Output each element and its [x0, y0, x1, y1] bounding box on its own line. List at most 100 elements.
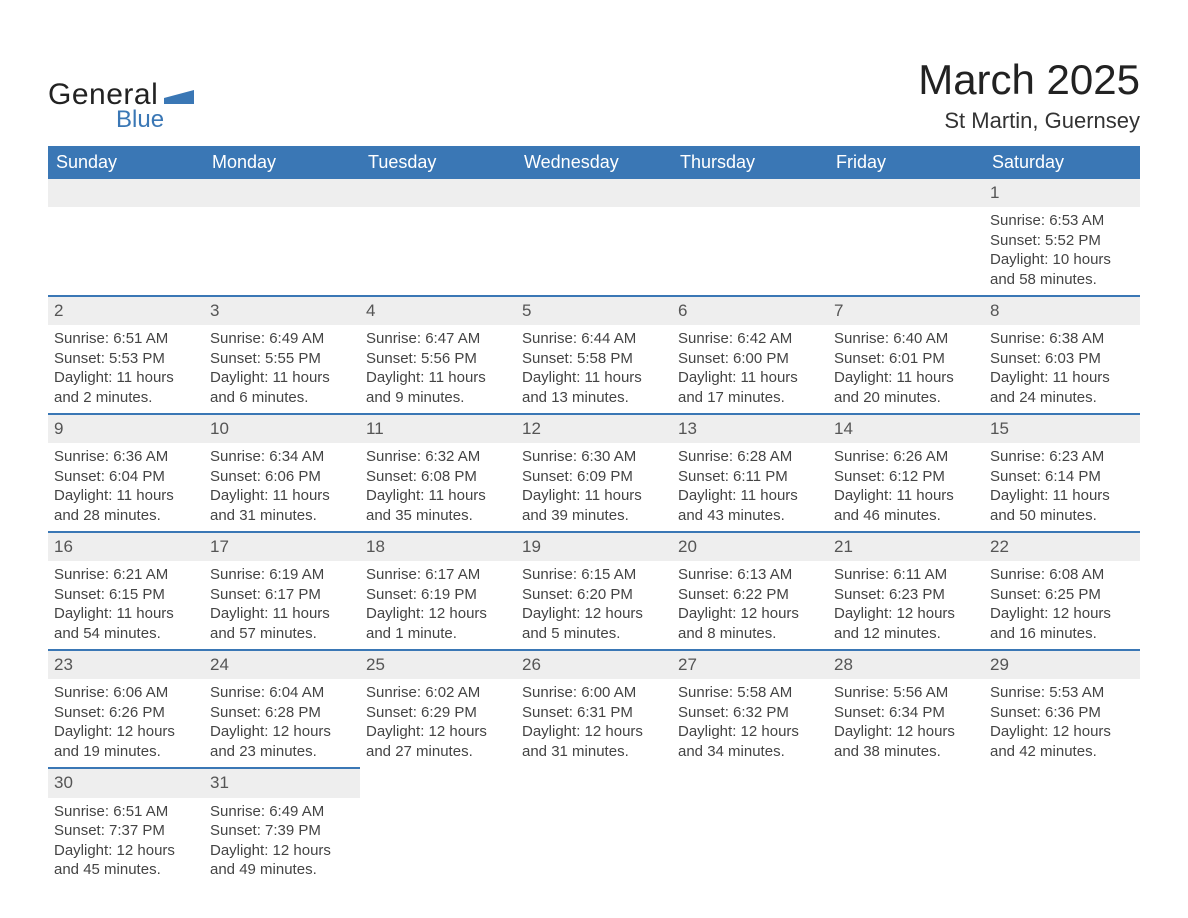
sunset-text: Sunset: 6:23 PM — [834, 585, 978, 605]
day-number-cell: 27 — [672, 650, 828, 679]
day-number-cell — [360, 768, 516, 797]
day-number-cell — [984, 768, 1140, 797]
day-detail-row: Sunrise: 6:53 AMSunset: 5:52 PMDaylight:… — [48, 207, 1140, 296]
day-number-cell: 14 — [828, 414, 984, 443]
day-number-cell — [516, 768, 672, 797]
day-detail-cell: Sunrise: 6:26 AMSunset: 6:12 PMDaylight:… — [828, 443, 984, 532]
sunrise-text: Sunrise: 6:32 AM — [366, 447, 510, 467]
day-number-cell: 5 — [516, 296, 672, 325]
day-detail-cell — [516, 207, 672, 296]
daylight-text: Daylight: 12 hours and 12 minutes. — [834, 604, 978, 643]
day-number-row: 3031 — [48, 768, 1140, 797]
daylight-text: Daylight: 11 hours and 17 minutes. — [678, 368, 822, 407]
daylight-text: Daylight: 12 hours and 16 minutes. — [990, 604, 1134, 643]
day-number: 31 — [210, 773, 229, 792]
daylight-text: Daylight: 11 hours and 28 minutes. — [54, 486, 198, 525]
day-number-cell: 8 — [984, 296, 1140, 325]
day-number: 7 — [834, 301, 843, 320]
sunset-text: Sunset: 6:00 PM — [678, 349, 822, 369]
month-title: March 2025 — [918, 56, 1140, 104]
calendar-table: Sunday Monday Tuesday Wednesday Thursday… — [48, 146, 1140, 886]
day-detail-cell: Sunrise: 5:56 AMSunset: 6:34 PMDaylight:… — [828, 679, 984, 768]
title-block: March 2025 St Martin, Guernsey — [918, 56, 1140, 134]
day-number-cell: 17 — [204, 532, 360, 561]
day-number-cell: 7 — [828, 296, 984, 325]
day-detail-row: Sunrise: 6:36 AMSunset: 6:04 PMDaylight:… — [48, 443, 1140, 532]
sunrise-text: Sunrise: 6:17 AM — [366, 565, 510, 585]
day-number: 21 — [834, 537, 853, 556]
day-number-cell — [672, 768, 828, 797]
sunrise-text: Sunrise: 6:49 AM — [210, 329, 354, 349]
day-number-cell: 6 — [672, 296, 828, 325]
sunrise-text: Sunrise: 6:42 AM — [678, 329, 822, 349]
day-number-cell: 2 — [48, 296, 204, 325]
sunset-text: Sunset: 7:39 PM — [210, 821, 354, 841]
daylight-text: Daylight: 10 hours and 58 minutes. — [990, 250, 1134, 289]
day-detail-cell: Sunrise: 6:13 AMSunset: 6:22 PMDaylight:… — [672, 561, 828, 650]
weekday-header: Sunday — [48, 146, 204, 179]
sunrise-text: Sunrise: 6:19 AM — [210, 565, 354, 585]
day-number-cell: 13 — [672, 414, 828, 443]
day-number-cell — [828, 768, 984, 797]
day-detail-cell: Sunrise: 6:38 AMSunset: 6:03 PMDaylight:… — [984, 325, 1140, 414]
day-number: 23 — [54, 655, 73, 674]
day-number-cell: 12 — [516, 414, 672, 443]
sunset-text: Sunset: 7:37 PM — [54, 821, 198, 841]
calendar-page: General Blue March 2025 St Martin, Guern… — [0, 0, 1188, 918]
sunset-text: Sunset: 6:11 PM — [678, 467, 822, 487]
sunrise-text: Sunrise: 6:00 AM — [522, 683, 666, 703]
day-detail-cell: Sunrise: 6:30 AMSunset: 6:09 PMDaylight:… — [516, 443, 672, 532]
day-detail-cell: Sunrise: 5:58 AMSunset: 6:32 PMDaylight:… — [672, 679, 828, 768]
sunrise-text: Sunrise: 6:02 AM — [366, 683, 510, 703]
sunset-text: Sunset: 6:28 PM — [210, 703, 354, 723]
daylight-text: Daylight: 12 hours and 23 minutes. — [210, 722, 354, 761]
day-detail-row: Sunrise: 6:51 AMSunset: 5:53 PMDaylight:… — [48, 325, 1140, 414]
location-label: St Martin, Guernsey — [918, 108, 1140, 134]
day-number-cell — [48, 179, 204, 207]
day-number-cell: 1 — [984, 179, 1140, 207]
weekday-header: Thursday — [672, 146, 828, 179]
day-number: 4 — [366, 301, 375, 320]
day-number-cell: 29 — [984, 650, 1140, 679]
sunrise-text: Sunrise: 6:47 AM — [366, 329, 510, 349]
day-number-cell: 25 — [360, 650, 516, 679]
daylight-text: Daylight: 11 hours and 2 minutes. — [54, 368, 198, 407]
day-number-cell: 20 — [672, 532, 828, 561]
day-detail-cell: Sunrise: 6:04 AMSunset: 6:28 PMDaylight:… — [204, 679, 360, 768]
sunset-text: Sunset: 5:53 PM — [54, 349, 198, 369]
day-detail-cell: Sunrise: 6:47 AMSunset: 5:56 PMDaylight:… — [360, 325, 516, 414]
daylight-text: Daylight: 12 hours and 34 minutes. — [678, 722, 822, 761]
weekday-header: Friday — [828, 146, 984, 179]
sunrise-text: Sunrise: 6:34 AM — [210, 447, 354, 467]
sunset-text: Sunset: 6:09 PM — [522, 467, 666, 487]
day-number: 1 — [990, 183, 999, 202]
day-number: 16 — [54, 537, 73, 556]
day-number: 26 — [522, 655, 541, 674]
daylight-text: Daylight: 11 hours and 39 minutes. — [522, 486, 666, 525]
sunrise-text: Sunrise: 5:53 AM — [990, 683, 1134, 703]
day-detail-cell: Sunrise: 6:08 AMSunset: 6:25 PMDaylight:… — [984, 561, 1140, 650]
day-detail-cell — [672, 207, 828, 296]
day-detail-cell: Sunrise: 6:28 AMSunset: 6:11 PMDaylight:… — [672, 443, 828, 532]
day-detail-cell: Sunrise: 6:40 AMSunset: 6:01 PMDaylight:… — [828, 325, 984, 414]
sunrise-text: Sunrise: 6:44 AM — [522, 329, 666, 349]
day-detail-cell: Sunrise: 6:02 AMSunset: 6:29 PMDaylight:… — [360, 679, 516, 768]
day-number: 19 — [522, 537, 541, 556]
day-detail-cell: Sunrise: 6:32 AMSunset: 6:08 PMDaylight:… — [360, 443, 516, 532]
day-number-cell: 31 — [204, 768, 360, 797]
day-number-cell — [516, 179, 672, 207]
day-number-cell: 21 — [828, 532, 984, 561]
weekday-header: Saturday — [984, 146, 1140, 179]
day-number: 13 — [678, 419, 697, 438]
sunset-text: Sunset: 6:15 PM — [54, 585, 198, 605]
day-number-cell: 22 — [984, 532, 1140, 561]
sunrise-text: Sunrise: 6:15 AM — [522, 565, 666, 585]
weekday-header: Wednesday — [516, 146, 672, 179]
sunrise-text: Sunrise: 6:26 AM — [834, 447, 978, 467]
daylight-text: Daylight: 12 hours and 45 minutes. — [54, 841, 198, 880]
day-number-cell: 18 — [360, 532, 516, 561]
day-detail-cell: Sunrise: 6:49 AMSunset: 5:55 PMDaylight:… — [204, 325, 360, 414]
day-detail-cell: Sunrise: 6:53 AMSunset: 5:52 PMDaylight:… — [984, 207, 1140, 296]
sunrise-text: Sunrise: 6:36 AM — [54, 447, 198, 467]
daylight-text: Daylight: 12 hours and 1 minute. — [366, 604, 510, 643]
